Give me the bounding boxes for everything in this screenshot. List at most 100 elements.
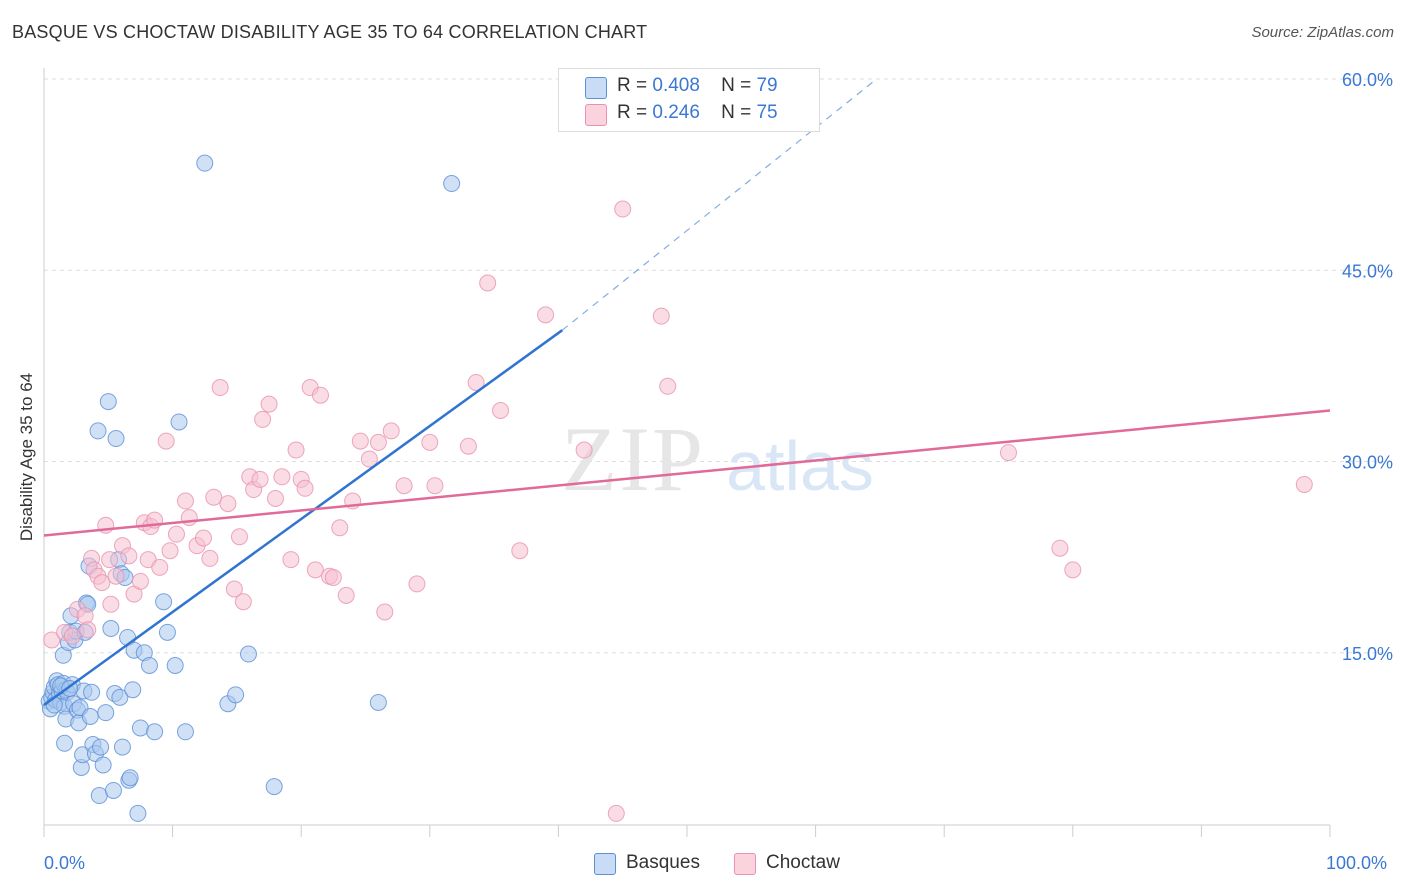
choctaw-point bbox=[102, 595, 120, 613]
x-tick-label-max: 100.0% bbox=[1326, 853, 1388, 873]
legend-text-choctaw: R = 0.246 N = 75 bbox=[617, 102, 778, 124]
grid-layer bbox=[44, 78, 1394, 654]
basques-point bbox=[227, 686, 245, 704]
choctaw-point bbox=[167, 525, 185, 543]
legend-n-label: N = bbox=[721, 75, 752, 96]
basques-point bbox=[102, 620, 120, 638]
basques-point bbox=[113, 738, 131, 756]
legend-text-basques: R = 0.408 N = 79 bbox=[617, 75, 778, 97]
choctaw-point bbox=[120, 547, 138, 565]
choctaw-point bbox=[254, 410, 272, 428]
basques-point bbox=[155, 593, 173, 611]
x-tick-label-min: 0.0% bbox=[44, 853, 86, 873]
choctaw-point bbox=[266, 489, 284, 507]
choctaw-point bbox=[511, 542, 529, 560]
basques-trend-line bbox=[43, 329, 563, 707]
legend-swatch-choctaw bbox=[585, 104, 607, 126]
basques-point bbox=[196, 154, 214, 172]
bottom-legend-label-basques: Basques bbox=[626, 852, 700, 873]
choctaw-point bbox=[614, 200, 632, 218]
choctaw-point bbox=[652, 307, 670, 325]
y-tick-label: 60.0% bbox=[1342, 70, 1393, 90]
choctaw-point bbox=[426, 477, 444, 495]
legend-r-value-choctaw: 0.246 bbox=[652, 102, 700, 123]
choctaw-point bbox=[131, 572, 149, 590]
choctaw-point bbox=[421, 433, 439, 451]
y-tick-label: 30.0% bbox=[1342, 453, 1393, 473]
choctaw-point bbox=[201, 549, 219, 567]
basques-point bbox=[239, 645, 257, 663]
basques-point bbox=[99, 393, 117, 411]
choctaw-point bbox=[575, 441, 593, 459]
choctaw-point bbox=[273, 468, 291, 486]
basques-point bbox=[107, 430, 125, 448]
basques-point bbox=[158, 623, 176, 641]
basques-point bbox=[176, 723, 194, 741]
watermark-zip: ZIP bbox=[561, 408, 705, 510]
y-tick-labels: 15.0% 30.0% 45.0% 60.0% bbox=[1342, 70, 1393, 664]
choctaw-point bbox=[230, 528, 248, 546]
basques-point bbox=[129, 804, 147, 822]
basques-point bbox=[146, 723, 164, 741]
basques-point bbox=[92, 738, 110, 756]
basques-point bbox=[111, 688, 129, 706]
choctaw-point bbox=[479, 274, 497, 292]
choctaw-point bbox=[369, 433, 387, 451]
choctaw-point bbox=[219, 495, 237, 513]
choctaw-point bbox=[180, 509, 198, 527]
choctaw-point bbox=[459, 437, 477, 455]
basques-point bbox=[131, 719, 149, 737]
choctaw-point bbox=[537, 306, 555, 324]
basques-point bbox=[166, 657, 184, 674]
choctaw-point bbox=[93, 574, 111, 592]
basques-trend-extension bbox=[561, 81, 874, 331]
choctaw-point bbox=[76, 607, 94, 625]
legend-r-label: R = bbox=[617, 75, 648, 96]
legend-n-label: N = bbox=[721, 102, 752, 123]
legend-swatch-basques bbox=[585, 77, 607, 99]
basques-point bbox=[94, 756, 112, 774]
choctaw-point bbox=[260, 395, 278, 413]
basques-point bbox=[104, 781, 122, 799]
choctaw-point bbox=[101, 551, 119, 569]
chart-title: BASQUE VS CHOCTAW DISABILITY AGE 35 TO 6… bbox=[12, 22, 648, 42]
choctaw-point bbox=[176, 492, 194, 510]
choctaw-point bbox=[376, 603, 394, 621]
choctaw-point bbox=[107, 567, 125, 585]
choctaw-point bbox=[467, 373, 485, 391]
basques-point bbox=[83, 683, 101, 701]
basques-point bbox=[369, 693, 387, 711]
basques-point bbox=[265, 778, 283, 796]
legend-n-value-choctaw: 75 bbox=[756, 102, 778, 123]
choctaw-point bbox=[225, 580, 243, 598]
choctaw-point bbox=[306, 561, 324, 579]
legend-r-value-basques: 0.408 bbox=[652, 75, 700, 96]
choctaw-point bbox=[211, 379, 229, 397]
legend-box: R = 0.408 N = 79 R = 0.246 N = 75 bbox=[558, 68, 820, 132]
basques-point bbox=[56, 734, 74, 752]
choctaw-point bbox=[251, 470, 269, 488]
legend-r-label: R = bbox=[617, 102, 648, 123]
bottom-legend-swatch-basques bbox=[594, 853, 616, 875]
choctaw-point bbox=[382, 422, 400, 440]
y-tick-label: 45.0% bbox=[1342, 261, 1393, 281]
basques-point bbox=[140, 657, 158, 674]
choctaw-point bbox=[607, 804, 625, 822]
basques-point bbox=[90, 787, 108, 805]
bottom-legend-swatch-choctaw bbox=[734, 853, 756, 875]
choctaw-point bbox=[205, 488, 223, 506]
choctaw-point bbox=[395, 477, 413, 495]
choctaw-point bbox=[337, 586, 355, 604]
choctaw-point bbox=[79, 621, 97, 639]
choctaw-point bbox=[324, 569, 342, 587]
choctaw-point bbox=[1295, 475, 1313, 493]
choctaw-trend-line bbox=[43, 409, 1331, 537]
choctaw-point bbox=[360, 450, 378, 468]
basques-point bbox=[124, 681, 142, 699]
choctaw-point bbox=[161, 542, 179, 560]
trend-layer bbox=[43, 81, 1331, 707]
basques-point bbox=[121, 769, 139, 787]
basques-point bbox=[89, 422, 107, 440]
choctaw-point bbox=[1000, 444, 1017, 462]
choctaw-point bbox=[43, 631, 61, 649]
